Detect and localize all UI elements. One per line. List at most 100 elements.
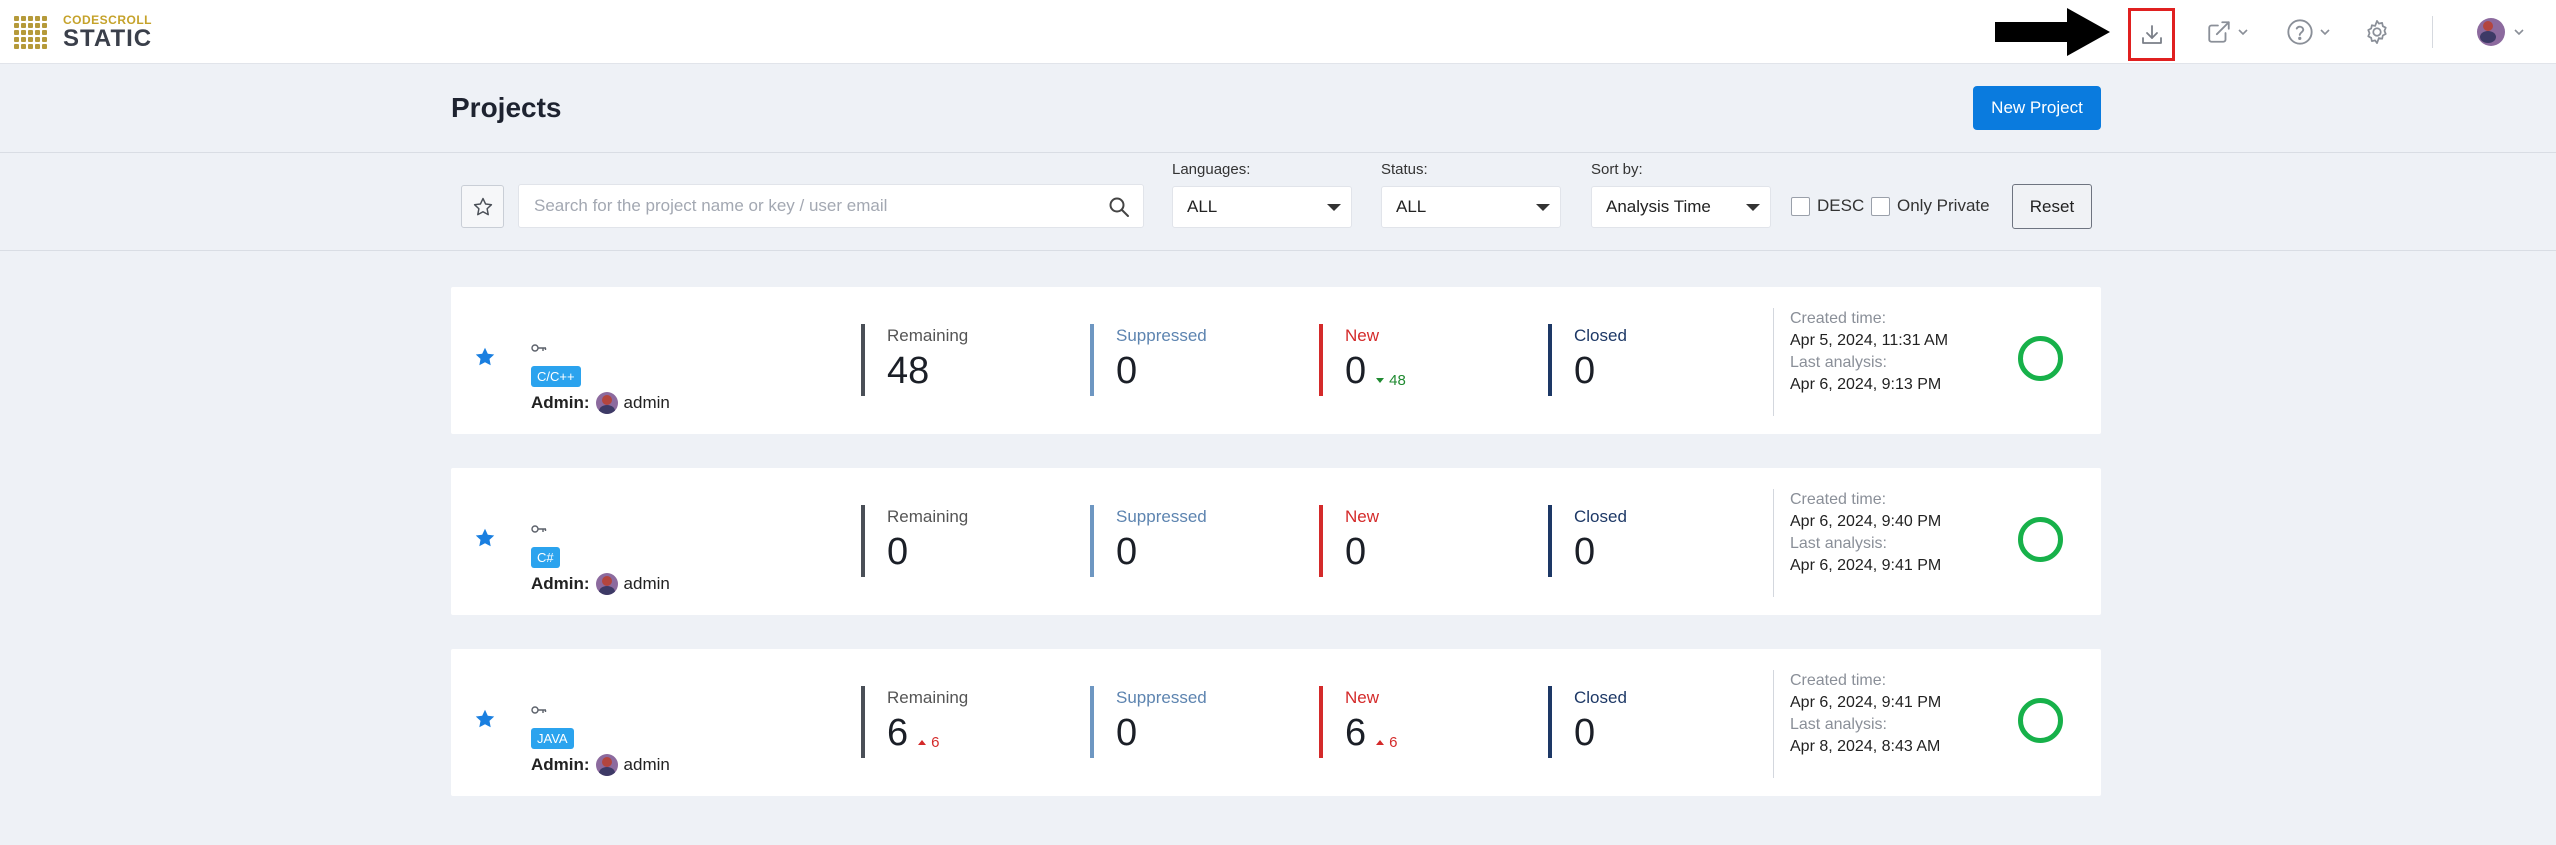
suppressed-value: 0 [1116,531,1138,573]
brand-name-big: STATIC [63,25,153,52]
last-analysis-value: Apr 6, 2024, 9:13 PM [1790,376,1942,393]
closed-metric[interactable]: Closed 0 [1548,505,1627,577]
admin-name: admin [623,393,670,412]
closed-label: Closed [1574,688,1627,707]
search-input[interactable] [519,185,1079,227]
user-menu[interactable] [2477,17,2525,47]
decrease-arrow-icon [1376,378,1385,383]
project-card[interactable]: C/C++ Admin: admin Remaining 48 Suppress… [451,287,2101,434]
remaining-metric[interactable]: Remaining 6 6 [861,686,968,758]
star-icon[interactable] [473,707,497,731]
download-button[interactable] [2128,8,2175,61]
new-metric[interactable]: New 6 6 [1319,686,1397,758]
sort-value: Analysis Time [1606,197,1711,216]
chevron-down-icon [2320,29,2330,36]
new-value: 6 [1345,712,1367,754]
created-time-value: Apr 6, 2024, 9:41 PM [1790,694,1942,711]
closed-metric[interactable]: Closed 0 [1548,324,1627,396]
new-value: 0 [1345,531,1367,573]
suppressed-label: Suppressed [1116,688,1207,707]
external-link-icon [2208,21,2230,43]
increase-arrow-icon [918,740,927,745]
new-project-button[interactable]: New Project [1973,86,2101,130]
last-analysis-value: Apr 6, 2024, 9:41 PM [1790,557,1942,574]
closed-metric[interactable]: Closed 0 [1548,686,1627,758]
languages-select[interactable]: ALL [1172,186,1352,228]
download-icon [2141,24,2162,44]
project-card[interactable]: C# Admin: admin Remaining 0 Suppressed 0… [451,468,2101,615]
remaining-label: Remaining [887,688,969,707]
increase-arrow-icon [1376,740,1385,745]
project-admin: Admin: admin [531,573,670,595]
last-analysis-label: Last analysis: [1790,716,1887,733]
external-link-menu[interactable] [2206,17,2249,47]
closed-label: Closed [1574,507,1627,526]
status-ring-icon [2018,517,2063,562]
star-outline-icon [473,197,492,215]
new-delta: 6 [1376,734,1397,751]
new-metric[interactable]: New 0 [1319,505,1379,577]
new-label: New [1345,326,1380,345]
admin-avatar [595,392,618,414]
desc-checkbox[interactable]: DESC [1791,196,1864,216]
remaining-metric[interactable]: Remaining 48 [861,324,968,396]
languages-value: ALL [1187,197,1218,216]
created-time-label: Created time: [1790,491,1887,508]
suppressed-metric[interactable]: Suppressed 0 [1090,686,1207,758]
created-time-label: Created time: [1790,672,1887,689]
remaining-delta: 6 [918,734,939,751]
favorites-filter-button[interactable] [461,185,504,228]
desc-checkbox-label: DESC [1817,196,1865,215]
suppressed-value: 0 [1116,712,1138,754]
top-navigation-bar: CODESCROLL STATIC [0,0,2556,64]
dropdown-caret-icon [1327,204,1341,211]
status-label: Status: [1381,161,1428,178]
new-label: New [1345,507,1380,526]
desc-checkbox-box[interactable] [1791,196,1810,216]
reset-button[interactable]: Reset [2012,184,2092,229]
status-select[interactable]: ALL [1381,186,1561,228]
app-logo[interactable]: CODESCROLL STATIC [14,14,152,51]
status-ring-icon [2018,336,2063,381]
only-private-checkbox-box[interactable] [1871,196,1890,216]
suppressed-label: Suppressed [1116,326,1207,345]
settings-icon [2367,20,2387,44]
status-ring-icon [2018,698,2063,743]
new-metric[interactable]: New 0 48 [1319,324,1406,396]
help-menu[interactable] [2286,17,2331,47]
sort-select[interactable]: Analysis Time [1591,186,1771,228]
arrow-annotation-icon [1995,8,2110,56]
key-icon [531,706,547,714]
last-analysis-label: Last analysis: [1790,354,1887,371]
project-times: Created time: Apr 5, 2024, 11:31 AM Last… [1773,308,1948,416]
star-icon[interactable] [473,345,497,369]
admin-label: Admin: [531,393,590,412]
admin-name: admin [623,574,670,593]
remaining-metric[interactable]: Remaining 0 [861,505,968,577]
closed-value: 0 [1574,531,1596,573]
languages-label: Languages: [1172,161,1251,178]
admin-label: Admin: [531,755,590,774]
project-times: Created time: Apr 6, 2024, 9:40 PM Last … [1773,489,1941,597]
search-icon[interactable] [1107,195,1131,219]
admin-label: Admin: [531,574,590,593]
suppressed-metric[interactable]: Suppressed 0 [1090,324,1207,396]
status-value: ALL [1396,197,1427,216]
suppressed-value: 0 [1116,350,1138,392]
sort-label: Sort by: [1591,161,1643,178]
user-avatar [2477,18,2505,46]
project-card[interactable]: JAVA Admin: admin Remaining 6 6 Suppress… [451,649,2101,796]
dropdown-caret-icon [1536,204,1550,211]
help-icon [2287,19,2313,45]
new-label: New [1345,688,1380,707]
project-times: Created time: Apr 6, 2024, 9:41 PM Last … [1773,670,1941,778]
admin-name: admin [623,755,670,774]
star-icon[interactable] [473,526,497,550]
settings-button[interactable] [2363,17,2391,47]
suppressed-metric[interactable]: Suppressed 0 [1090,505,1207,577]
key-icon [531,525,547,533]
remaining-label: Remaining [887,326,969,345]
created-time-value: Apr 5, 2024, 11:31 AM [1790,332,1949,349]
admin-avatar [595,573,618,595]
only-private-checkbox[interactable]: Only Private [1871,196,1990,216]
